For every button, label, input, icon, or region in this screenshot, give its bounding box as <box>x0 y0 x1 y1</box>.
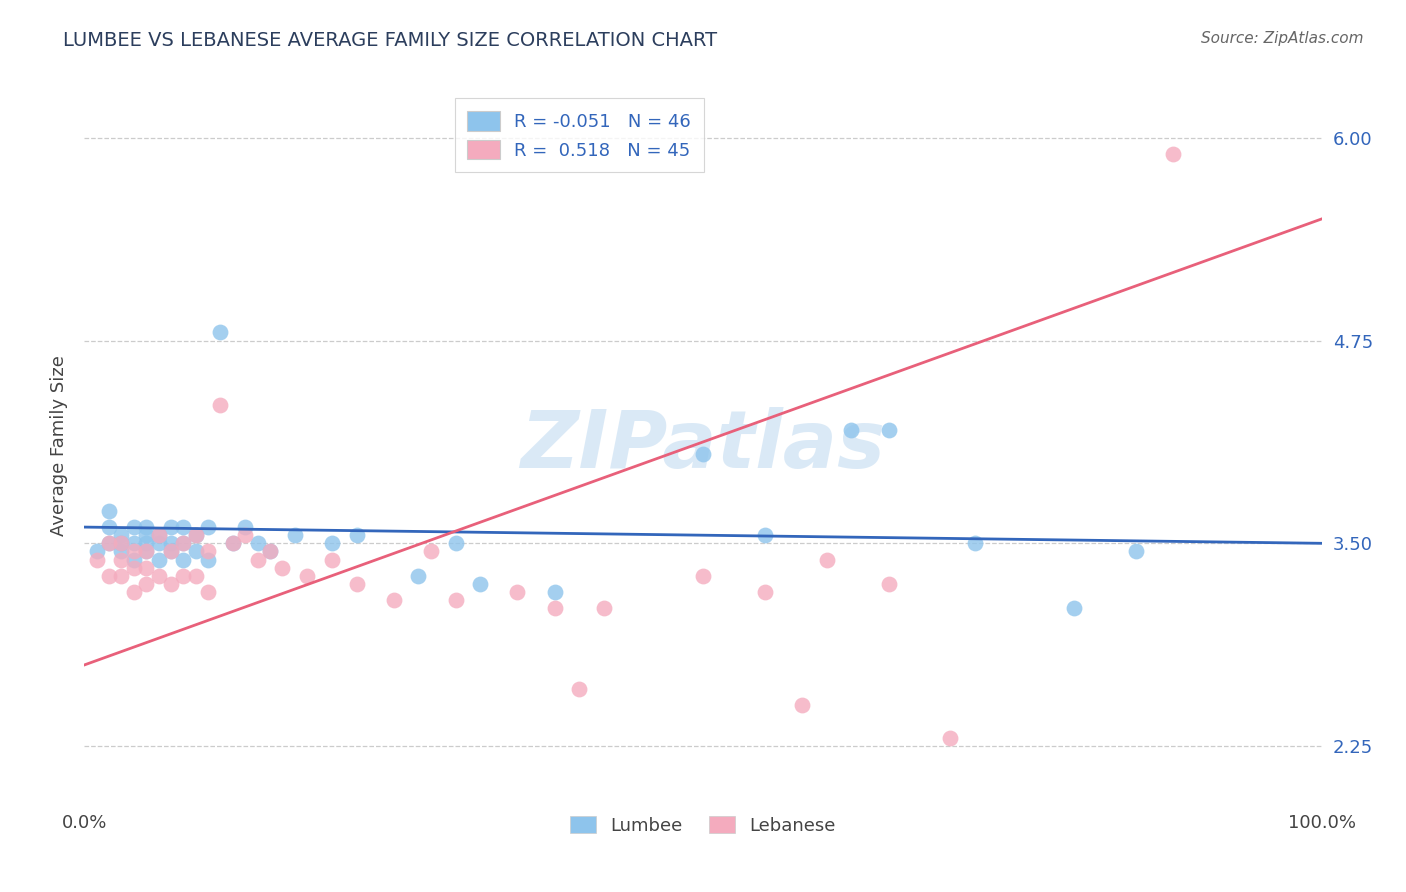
Point <box>197 520 219 534</box>
Point <box>110 536 132 550</box>
Point <box>321 552 343 566</box>
Point <box>419 544 441 558</box>
Point <box>122 552 145 566</box>
Point <box>754 585 776 599</box>
Point <box>110 568 132 582</box>
Point <box>110 528 132 542</box>
Point <box>160 577 183 591</box>
Point <box>692 568 714 582</box>
Point <box>939 731 962 745</box>
Point <box>246 536 269 550</box>
Point <box>135 536 157 550</box>
Point <box>197 552 219 566</box>
Point <box>160 536 183 550</box>
Point <box>284 528 307 542</box>
Point <box>1125 544 1147 558</box>
Point <box>271 560 294 574</box>
Point <box>877 577 900 591</box>
Point <box>122 544 145 558</box>
Point <box>754 528 776 542</box>
Y-axis label: Average Family Size: Average Family Size <box>51 356 69 536</box>
Point <box>98 536 121 550</box>
Point <box>222 536 245 550</box>
Point <box>1063 601 1085 615</box>
Point <box>790 698 813 713</box>
Point <box>98 536 121 550</box>
Point <box>184 528 207 542</box>
Point <box>222 536 245 550</box>
Point <box>135 577 157 591</box>
Point <box>122 585 145 599</box>
Point <box>135 544 157 558</box>
Point <box>184 544 207 558</box>
Point <box>209 326 232 340</box>
Point <box>135 520 157 534</box>
Point <box>346 577 368 591</box>
Point <box>86 544 108 558</box>
Point <box>295 568 318 582</box>
Point <box>965 536 987 550</box>
Point <box>160 544 183 558</box>
Point <box>321 536 343 550</box>
Point <box>543 585 565 599</box>
Point <box>568 682 591 697</box>
Point <box>444 536 467 550</box>
Point <box>110 536 132 550</box>
Point <box>98 520 121 534</box>
Point <box>197 585 219 599</box>
Point <box>470 577 492 591</box>
Point <box>172 552 194 566</box>
Point <box>233 528 256 542</box>
Point <box>135 544 157 558</box>
Text: ZIPatlas: ZIPatlas <box>520 407 886 485</box>
Text: LUMBEE VS LEBANESE AVERAGE FAMILY SIZE CORRELATION CHART: LUMBEE VS LEBANESE AVERAGE FAMILY SIZE C… <box>63 31 717 50</box>
Point <box>259 544 281 558</box>
Point <box>148 552 170 566</box>
Point <box>184 528 207 542</box>
Point <box>172 520 194 534</box>
Point <box>148 536 170 550</box>
Point <box>246 552 269 566</box>
Point <box>172 568 194 582</box>
Point <box>122 536 145 550</box>
Point <box>543 601 565 615</box>
Text: Source: ZipAtlas.com: Source: ZipAtlas.com <box>1201 31 1364 46</box>
Point <box>815 552 838 566</box>
Point <box>209 399 232 413</box>
Point <box>346 528 368 542</box>
Point <box>160 520 183 534</box>
Point <box>1161 147 1184 161</box>
Point <box>98 568 121 582</box>
Point <box>110 544 132 558</box>
Point <box>593 601 616 615</box>
Point <box>98 504 121 518</box>
Point <box>122 560 145 574</box>
Point <box>197 544 219 558</box>
Point <box>259 544 281 558</box>
Point <box>233 520 256 534</box>
Point <box>841 423 863 437</box>
Point <box>444 593 467 607</box>
Point <box>692 447 714 461</box>
Point <box>122 520 145 534</box>
Point <box>160 544 183 558</box>
Point <box>148 568 170 582</box>
Legend: Lumbee, Lebanese: Lumbee, Lebanese <box>561 807 845 844</box>
Point <box>184 568 207 582</box>
Point <box>172 536 194 550</box>
Point <box>148 528 170 542</box>
Point <box>382 593 405 607</box>
Point <box>506 585 529 599</box>
Point <box>877 423 900 437</box>
Point <box>135 560 157 574</box>
Point <box>172 536 194 550</box>
Point <box>135 528 157 542</box>
Point <box>110 552 132 566</box>
Point <box>148 528 170 542</box>
Point <box>86 552 108 566</box>
Point <box>408 568 430 582</box>
